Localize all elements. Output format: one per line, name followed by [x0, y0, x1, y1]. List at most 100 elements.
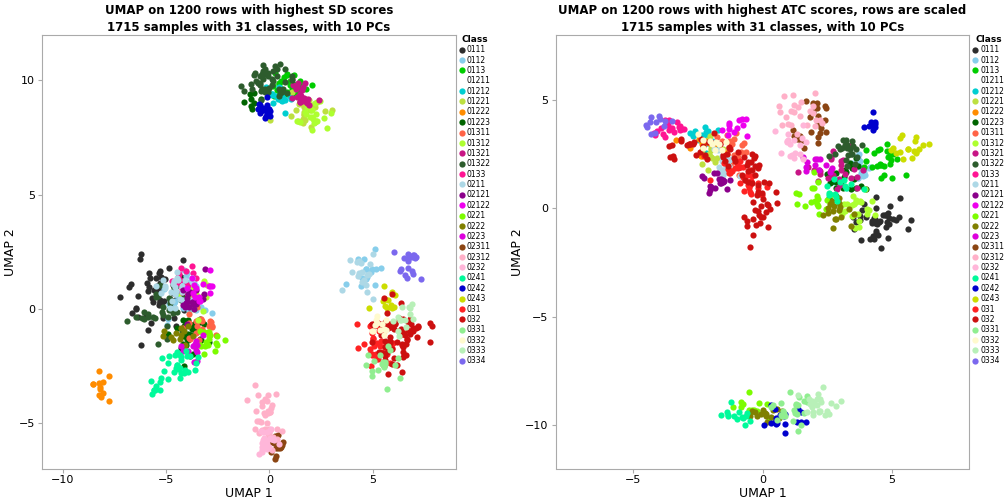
Point [292, 77, 308, 85]
Point [181, 334, 198, 342]
Point [794, 155, 810, 163]
Point [807, 197, 824, 205]
Point [184, 285, 201, 293]
Point [882, 160, 898, 168]
Point [364, 320, 380, 328]
Point [892, 148, 908, 156]
Point [149, 282, 165, 290]
Point [832, 181, 848, 189]
Point [712, 174, 728, 182]
Point [882, 151, 898, 159]
Point [707, 184, 723, 192]
Point [167, 297, 183, 305]
Point [372, 326, 388, 334]
Point [170, 276, 186, 284]
Point [740, 178, 756, 186]
Point [394, 340, 410, 348]
Point [838, 141, 854, 149]
Point [793, 421, 809, 429]
Point [738, 148, 754, 156]
Point [808, 115, 825, 123]
Point [179, 336, 196, 344]
Point [140, 269, 156, 277]
Point [195, 280, 211, 288]
Point [185, 299, 202, 307]
Point [306, 103, 323, 111]
Point [723, 166, 739, 174]
Point [366, 322, 382, 330]
Point [252, 108, 268, 116]
Point [822, 191, 838, 199]
Point [253, 95, 269, 103]
Point [148, 293, 164, 301]
Point [750, 180, 766, 188]
Point [290, 79, 306, 87]
Point [718, 158, 734, 166]
Point [866, 235, 882, 243]
Point [689, 130, 706, 138]
Point [714, 179, 730, 187]
Point [119, 317, 135, 325]
Point [851, 160, 867, 168]
Point [828, 402, 844, 410]
Point [172, 364, 188, 372]
Point [295, 110, 311, 118]
Point [756, 178, 772, 186]
Point [291, 86, 307, 94]
Point [847, 175, 863, 183]
Point [169, 364, 185, 372]
Point [660, 116, 676, 124]
Point [746, 406, 762, 414]
Point [168, 268, 184, 276]
Point [181, 335, 198, 343]
Point [895, 155, 911, 163]
Point [386, 325, 402, 333]
Point [712, 179, 728, 187]
Point [364, 366, 380, 374]
Point [394, 341, 410, 349]
Point [390, 327, 406, 335]
Point [715, 151, 731, 159]
Point [716, 178, 732, 186]
Point [257, 411, 273, 419]
Point [791, 393, 807, 401]
Point [192, 327, 208, 335]
Point [273, 97, 289, 105]
Point [704, 146, 720, 154]
Point [292, 82, 308, 90]
Point [176, 303, 193, 311]
Point [201, 332, 217, 340]
Point [163, 304, 179, 312]
Point [259, 101, 275, 109]
Point [720, 410, 736, 418]
Point [698, 149, 714, 157]
Point [170, 292, 186, 300]
Point [762, 205, 778, 213]
Point [850, 154, 866, 162]
Point [908, 133, 924, 141]
Point [290, 116, 306, 124]
Point [389, 338, 405, 346]
Point [694, 136, 710, 144]
Point [742, 166, 758, 174]
Point [799, 408, 815, 416]
Point [742, 412, 758, 420]
Point [669, 118, 685, 126]
Point [259, 104, 275, 112]
Point [393, 265, 409, 273]
Point [262, 408, 278, 416]
Point [188, 329, 205, 337]
Point [160, 375, 176, 383]
Point [91, 379, 107, 387]
Point [720, 157, 736, 165]
Point [356, 276, 372, 284]
Point [199, 338, 215, 346]
Point [152, 386, 168, 394]
Point [652, 124, 668, 132]
Point [827, 215, 843, 223]
Point [782, 140, 798, 148]
Point [868, 204, 884, 212]
Point [735, 121, 751, 129]
Point [410, 322, 426, 330]
Point [180, 289, 197, 297]
